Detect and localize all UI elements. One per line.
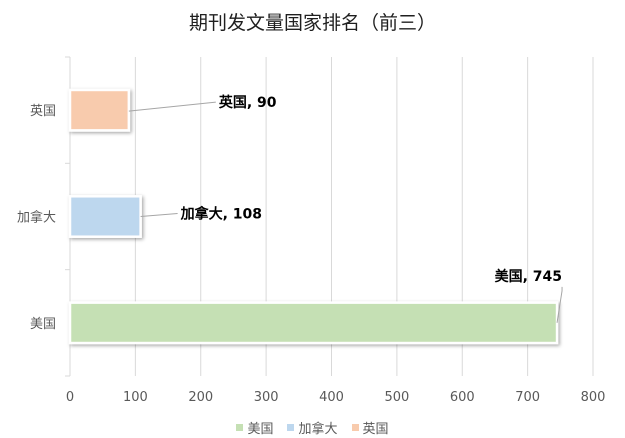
legend-label: 英国 [362, 422, 389, 437]
legend-label: 加拿大 [298, 422, 338, 437]
data-label: 美国, 745 [495, 268, 562, 285]
legend-item: 加拿大 [287, 418, 338, 437]
bar [68, 195, 142, 238]
x-tick-label: 300 [254, 390, 279, 405]
x-tick-label: 400 [319, 390, 344, 405]
leader-line [128, 101, 216, 112]
x-tick-label: 500 [384, 390, 409, 405]
legend-item: 英国 [351, 418, 389, 437]
legend-swatch [236, 424, 244, 431]
x-tick-label: 200 [188, 390, 213, 405]
legend: 美国 加拿大 英国 [0, 418, 625, 437]
x-tick-label: 700 [515, 390, 540, 405]
legend-item: 美国 [236, 418, 273, 437]
y-tick-label: 加拿大 [17, 210, 56, 226]
y-tick-label: 英国 [30, 104, 56, 119]
x-tick-label: 600 [450, 390, 475, 405]
data-label: 英国, 90 [218, 94, 277, 111]
legend-swatch [287, 424, 295, 431]
chart-title: 期刊发文量国家排名（前三） [188, 12, 436, 34]
x-tick-label: 800 [581, 390, 606, 405]
x-tick-label: 0 [66, 390, 74, 405]
y-tick-label: 美国 [30, 317, 56, 332]
bar [68, 301, 559, 345]
leader-line [556, 286, 563, 323]
legend-label: 美国 [247, 422, 274, 437]
leader-line [140, 213, 178, 217]
bar [68, 88, 131, 132]
x-tick-label: 100 [123, 390, 148, 405]
legend-swatch [351, 424, 359, 431]
data-label: 加拿大, 108 [180, 206, 262, 223]
